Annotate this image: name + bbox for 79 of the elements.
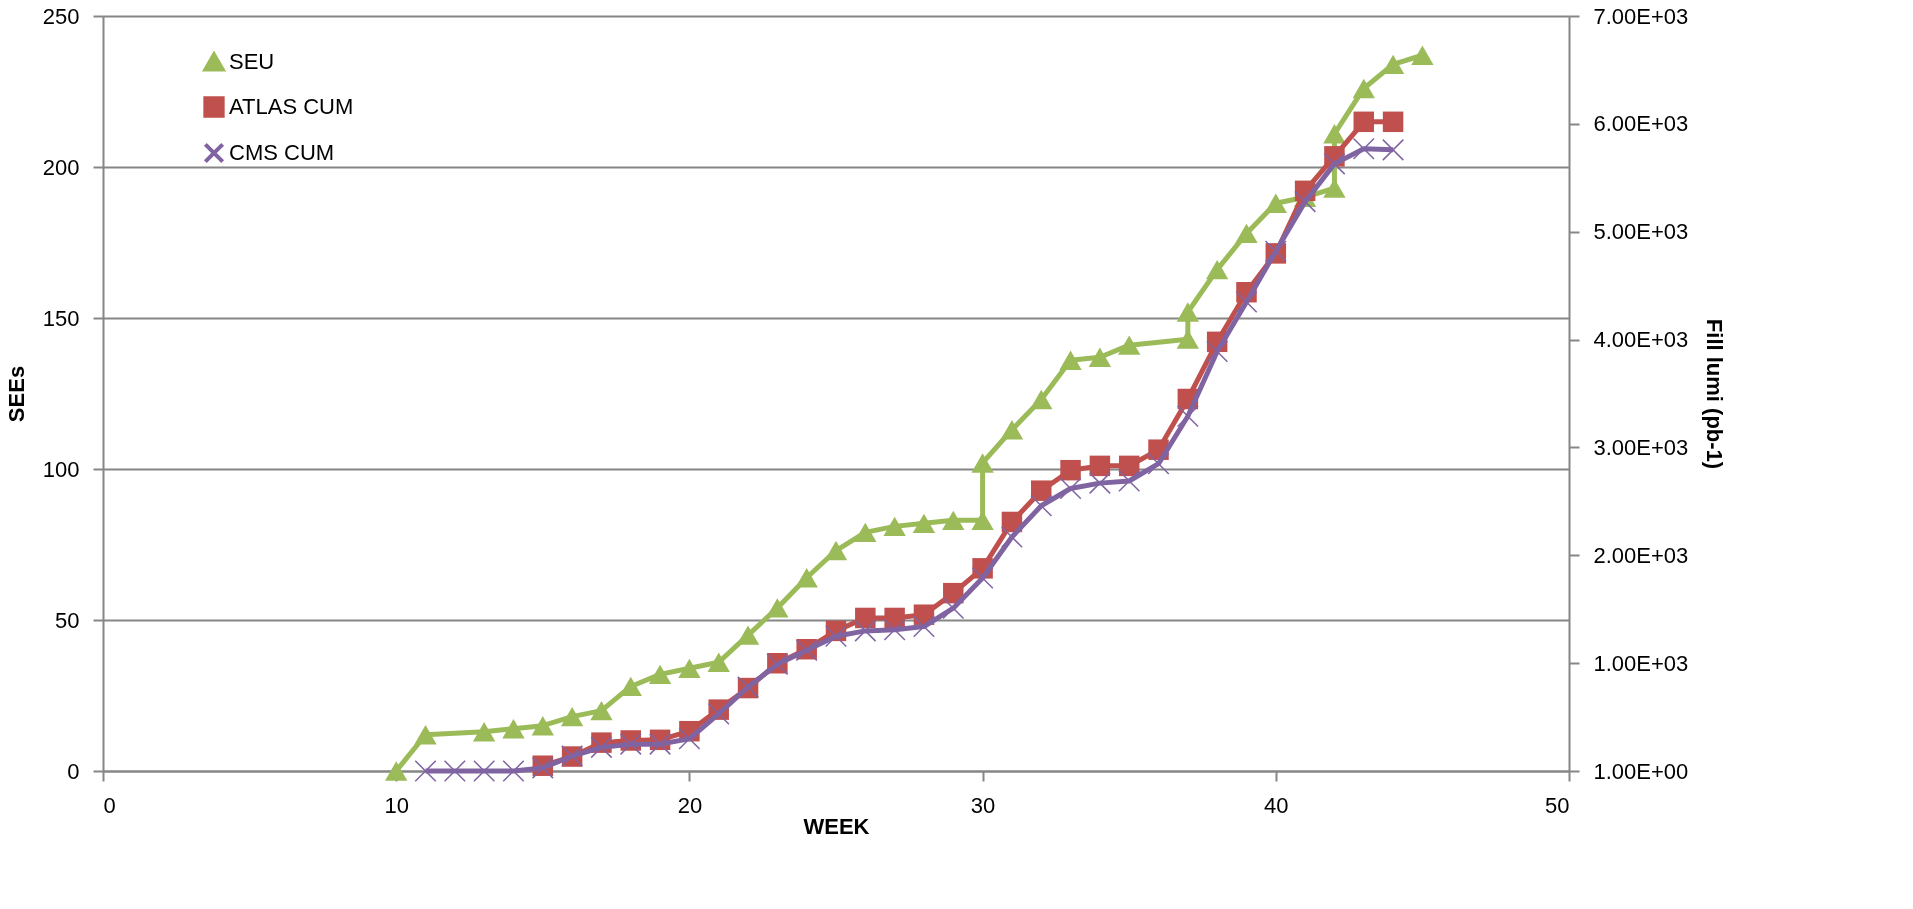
point: [590, 736, 613, 759]
y2-tick-label: 1.00E+03: [1593, 650, 1689, 676]
point: [414, 760, 437, 782]
x-tick-label: 30: [970, 792, 996, 818]
point: [1382, 111, 1404, 133]
point: [1235, 223, 1258, 244]
point: [472, 722, 496, 742]
point: [736, 625, 760, 645]
x-axis-title: WEEK: [803, 813, 870, 839]
y2-tick-label: 3.00E+03: [1593, 434, 1689, 460]
point: [473, 760, 496, 782]
y2-tick-label: 7.00E+03: [1593, 3, 1689, 29]
point: [883, 516, 906, 537]
y2-tick-label: 1.00E+00: [1593, 758, 1689, 784]
point: [1352, 137, 1375, 160]
y2-tick-label: 2.00E+03: [1593, 542, 1689, 568]
x-tick-label: 20: [677, 792, 703, 818]
point: [883, 618, 906, 641]
point: [795, 568, 818, 588]
legend-label: CMS CUM: [229, 140, 335, 165]
point: [1118, 335, 1141, 355]
y2-axis-title: Fill lumi (pb-1): [1702, 318, 1728, 470]
legend-label: ATLAS CUM: [229, 94, 354, 119]
y-tick-label: 50: [55, 607, 80, 633]
point: [1264, 193, 1287, 213]
point: [560, 706, 584, 727]
y-tick-label: 100: [42, 456, 80, 482]
point: [971, 453, 994, 473]
point: [912, 513, 936, 534]
y-tick-label: 0: [67, 758, 80, 784]
point: [766, 598, 789, 618]
legend-label: SEU: [229, 49, 275, 74]
point: [385, 761, 408, 781]
y2-tick-label: 5.00E+03: [1593, 219, 1689, 245]
point: [678, 658, 701, 678]
point: [649, 733, 672, 756]
x-tick-label: 40: [1264, 792, 1289, 818]
point: [854, 619, 877, 642]
point: [1353, 111, 1375, 133]
x-tick-label: 50: [1545, 792, 1570, 818]
point: [531, 716, 554, 736]
x-tick-label: 0: [103, 792, 116, 818]
point: [1118, 469, 1141, 492]
point: [1059, 350, 1082, 370]
x-tick-label: 10: [384, 792, 409, 818]
point: [854, 522, 877, 543]
point: [414, 725, 437, 745]
point: [1030, 389, 1053, 410]
point: [824, 540, 848, 561]
point: [1060, 459, 1081, 481]
point: [502, 719, 525, 739]
point: [502, 760, 525, 782]
y2-tick-label: 4.00E+03: [1593, 327, 1689, 353]
point: [855, 607, 876, 629]
point: [1059, 477, 1082, 500]
point: [1323, 124, 1346, 144]
point: [648, 664, 672, 685]
y-tick-label: 150: [42, 305, 80, 331]
point: [1000, 420, 1024, 440]
point: [825, 625, 847, 648]
point: [678, 727, 701, 750]
point: [1089, 455, 1111, 477]
point: [1205, 260, 1229, 280]
y-axis-title: SEEs: [3, 365, 29, 423]
y-tick-label: 200: [42, 154, 80, 180]
point: [443, 760, 466, 782]
point: [1088, 347, 1112, 367]
point: [1352, 78, 1375, 99]
point: [942, 510, 965, 531]
point: [1411, 45, 1434, 65]
y-tick-label: 250: [42, 3, 80, 29]
point: [1382, 138, 1405, 161]
point: [1088, 472, 1111, 495]
point: [707, 652, 730, 672]
point: [1176, 302, 1200, 322]
y2-tick-label: 6.00E+03: [1593, 111, 1689, 137]
point: [912, 615, 935, 638]
point: [590, 700, 613, 721]
point: [619, 733, 642, 756]
